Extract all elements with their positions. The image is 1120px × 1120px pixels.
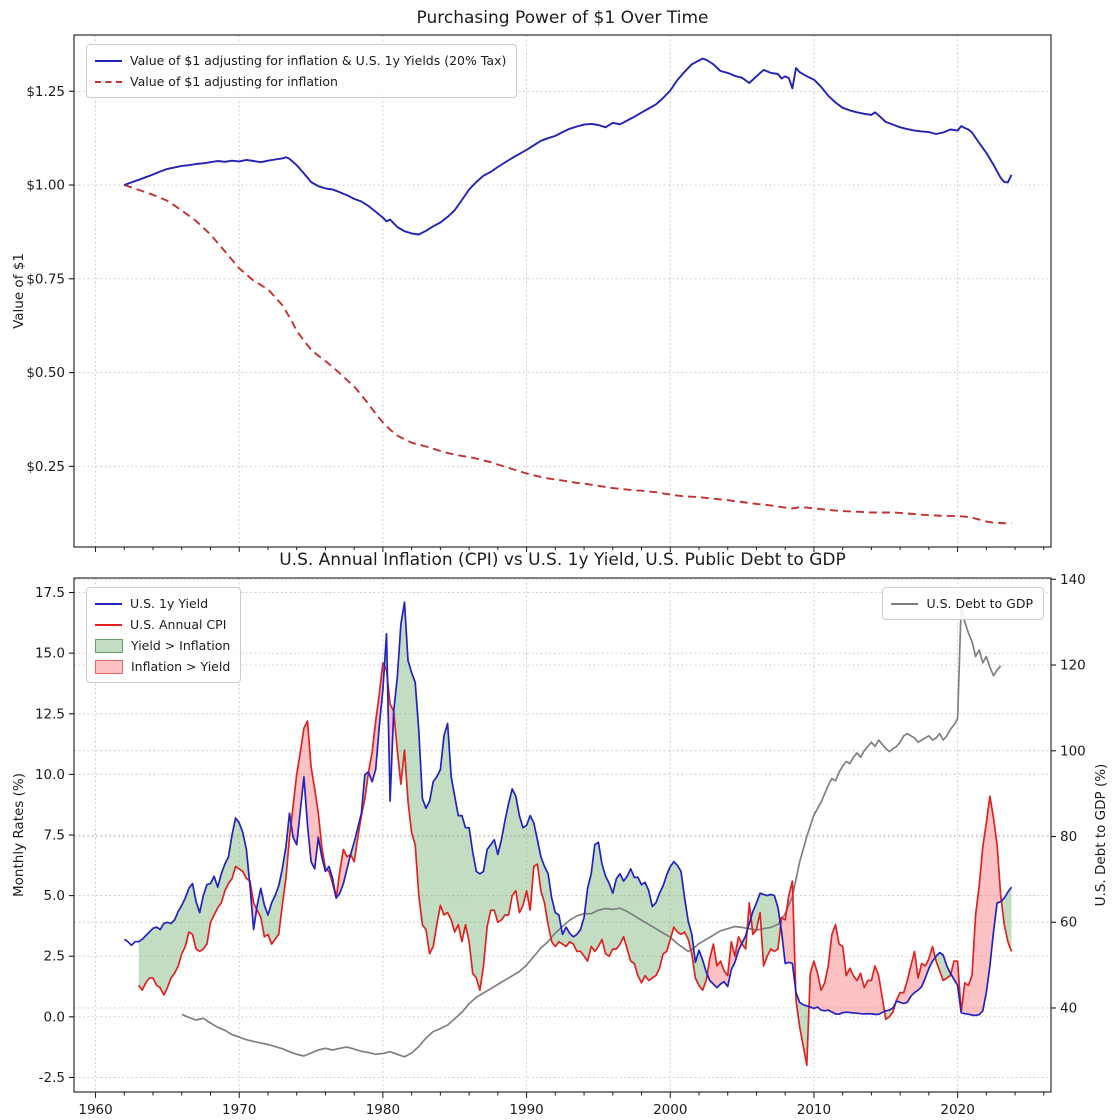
fill-yield-gt-inflation (256, 813, 292, 945)
legend-item-yield-gt-inflation: Yield > Inflation (95, 635, 230, 656)
legend-item-1y-yield: U.S. 1y Yield (95, 593, 230, 614)
top-chart-title: Purchasing Power of $1 Over Time (416, 8, 709, 28)
legend-item-value-yields: Value of $1 adjusting for inflation & U.… (95, 50, 506, 71)
tick-label: 60 (1060, 915, 1077, 931)
top-chart-legend: Value of $1 adjusting for inflation & U.… (86, 44, 518, 98)
fill-inflation-gt-yield (950, 796, 1002, 1016)
series-line (123, 57, 1013, 236)
tick-label: 140 (1060, 572, 1086, 588)
blue-line-swatch (95, 602, 122, 605)
top-grid (74, 35, 1051, 547)
tick-label: $0.50 (26, 365, 65, 381)
gray-line-swatch (891, 602, 919, 605)
fill-inflation-gt-yield (336, 849, 351, 898)
legend-label: U.S. Annual CPI (130, 617, 227, 632)
tick-label: 10.0 (35, 767, 65, 783)
legend-item-debt-to-gdp: U.S. Debt to GDP (891, 593, 1033, 614)
bottom-right-y-axis-label: U.S. Debt to GDP (%) (1093, 763, 1109, 907)
fill-yield-gt-inflation (795, 990, 809, 1066)
series-line (123, 184, 1012, 525)
top-chart: $0.25 $0.50 $0.75 $1.00 $1.25 (26, 34, 1052, 552)
fill-yield-gt-inflation (935, 952, 951, 981)
tick-label: 120 (1060, 658, 1086, 674)
legend-item-inflation-gt-yield: Inflation > Yield (95, 656, 230, 677)
legend-item-annual-cpi: U.S. Annual CPI (95, 614, 230, 635)
tick-label: 1980 (366, 1102, 400, 1118)
bottom-chart: -2.5 0.0 2.5 5.0 7.5 10.0 12.5 15.0 17.5 40 60 80 10… (35, 572, 1086, 1118)
tick-label: 7.5 (44, 828, 65, 844)
tick-label: $1.00 (26, 178, 65, 194)
green-fill-swatch (95, 638, 123, 653)
fill-yield-gt-inflation (393, 602, 708, 991)
series-line (181, 604, 1002, 1058)
tick-label: 2000 (653, 1102, 687, 1118)
red-line-swatch (95, 623, 122, 626)
series-line (138, 662, 1013, 1067)
fill-yield-gt-inflation (751, 893, 781, 966)
tick-label: $0.75 (26, 271, 65, 287)
fill-yield-gt-inflation (884, 1002, 896, 1020)
pink-fill-swatch (95, 659, 123, 674)
blue-solid-line-swatch (95, 59, 122, 62)
fill-inflation-gt-yield (809, 924, 885, 1015)
top-y-axis-label: Value of $1 (11, 253, 27, 329)
legend-label: Value of $1 adjusting for inflation & U.… (130, 53, 507, 68)
bottom-chart-title: U.S. Annual Inflation (CPI) vs U.S. 1y Y… (279, 550, 846, 570)
tick-label: $0.25 (26, 459, 65, 475)
tick-label: 2020 (940, 1102, 974, 1118)
tick-label: 5.0 (44, 888, 65, 904)
tick-label: 2010 (797, 1102, 831, 1118)
fill-yield-gt-inflation (138, 818, 250, 995)
bottom-left-y-axis-label: Monthly Rates (%) (11, 773, 27, 897)
tick-label: 1970 (222, 1102, 256, 1118)
tick-label: 2.5 (44, 949, 65, 965)
legend-label: U.S. 1y Yield (130, 596, 209, 611)
tick-label: 0.0 (44, 1009, 65, 1025)
red-dashed-line-swatch (95, 80, 122, 83)
legend-label: Value of $1 adjusting for inflation (130, 74, 338, 89)
tick-label: 1960 (78, 1102, 112, 1118)
legend-label: U.S. Debt to GDP (926, 596, 1033, 611)
legend-label: Inflation > Yield (131, 659, 231, 674)
tick-label: -2.5 (39, 1070, 65, 1086)
tick-label: $1.25 (26, 84, 65, 100)
legend-label: Yield > Inflation (131, 638, 231, 653)
bottom-chart-legend-right: U.S. Debt to GDP (882, 587, 1044, 620)
series-line (123, 601, 1013, 1017)
tick-label: 17.5 (35, 585, 65, 601)
bottom-chart-legend-left: U.S. 1y Yield U.S. Annual CPI Yield > In… (86, 587, 242, 683)
fill-yield-gt-inflation (1001, 887, 1012, 952)
legend-item-value-inflation: Value of $1 adjusting for inflation (95, 71, 506, 92)
tick-label: 15.0 (35, 646, 65, 662)
tick-label: 40 (1060, 1000, 1077, 1016)
top-plot-frame (73, 34, 1052, 548)
tick-label: 100 (1060, 743, 1086, 759)
fill-regions (138, 602, 1012, 1066)
tick-label: 80 (1060, 829, 1077, 845)
tick-label: 12.5 (35, 706, 65, 722)
tick-label: 1990 (509, 1102, 543, 1118)
